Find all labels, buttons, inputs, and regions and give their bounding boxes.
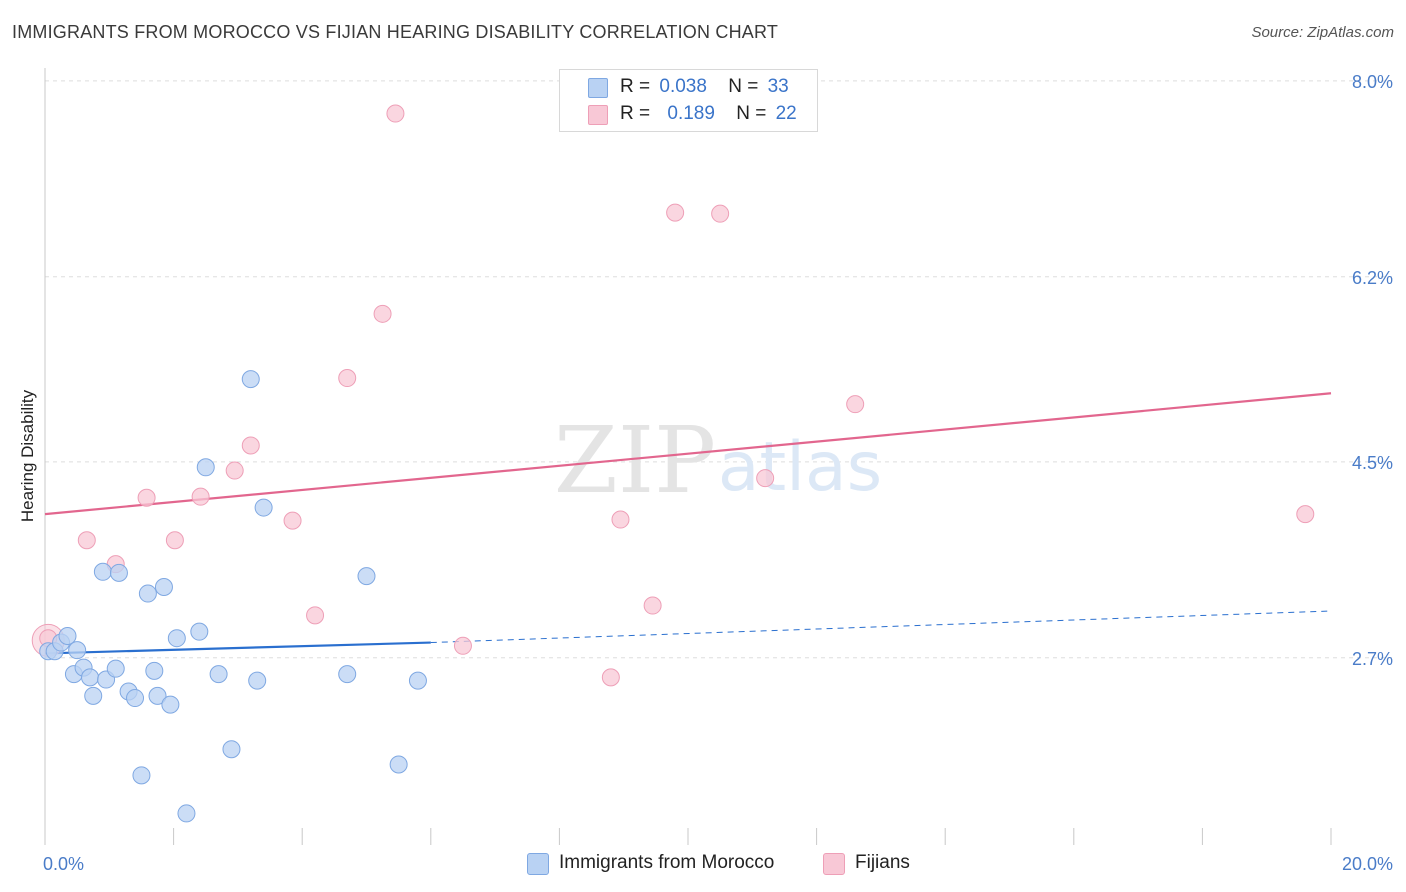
bottom-legend-label-morocco: Immigrants from Morocco: [559, 852, 775, 873]
legend-n-value: 33: [767, 76, 789, 97]
morocco-point: [241, 370, 260, 389]
legend-swatch-fijians: [588, 105, 608, 125]
morocco-point: [248, 671, 267, 690]
morocco-point: [93, 562, 112, 581]
grid-layer: [45, 80, 1392, 659]
fijian-point: [165, 531, 184, 550]
fijian-point: [241, 436, 260, 455]
morocco-point: [84, 686, 103, 705]
fijian-point: [373, 304, 392, 323]
morocco-point: [58, 627, 77, 646]
morocco-point: [338, 665, 357, 684]
morocco-point: [209, 665, 228, 684]
legend-n-label: N =: [736, 103, 767, 124]
fijian-point: [225, 461, 244, 480]
x-tick-label-max: 20.0%: [1342, 854, 1393, 874]
fijian-point: [77, 531, 96, 550]
legend-r-label: R =: [620, 103, 651, 124]
y-axis-label: Hearing Disability: [18, 389, 37, 522]
watermark-zip: ZIP: [554, 407, 716, 514]
correlation-legend: R = 0.038 N = 33 R = 0.189 N = 22: [559, 69, 818, 132]
legend-r-value: 0.189: [667, 103, 715, 124]
morocco-point: [109, 563, 128, 582]
legend-r-value: 0.038: [659, 76, 707, 97]
legend-r-label: R =: [620, 76, 651, 97]
trend-line-morocco: [44, 641, 431, 655]
morocco-point: [161, 695, 180, 714]
morocco-point: [106, 659, 125, 678]
bottom-legend-label-fijians: Fijians: [855, 852, 910, 873]
legend-n-value: 22: [775, 103, 797, 124]
morocco-point: [68, 641, 87, 660]
morocco-point: [167, 629, 186, 648]
fijian-point: [338, 369, 357, 388]
trend-line-morocco-extension: [430, 610, 1332, 644]
fijian-point: [137, 488, 156, 507]
x-tick-label-min: 0.0%: [43, 854, 84, 874]
y-tick-label: 2.7%: [1352, 649, 1393, 669]
fijian-point: [666, 203, 685, 222]
morocco-point: [408, 671, 427, 690]
fijian-point: [756, 469, 775, 488]
data-points: [31, 104, 1315, 823]
morocco-point: [196, 458, 215, 477]
trend-line-fijians: [44, 392, 1332, 516]
legend-swatch-morocco: [588, 78, 608, 98]
morocco-point: [389, 755, 408, 774]
fijian-point: [611, 510, 630, 529]
fijian-point: [453, 636, 472, 655]
axes-layer: [44, 68, 1332, 845]
morocco-point: [126, 689, 145, 708]
tick-labels: 2.7% 4.5% 6.2% 8.0% 0.0% 20.0%: [43, 72, 1393, 874]
y-tick-label: 8.0%: [1352, 72, 1393, 92]
morocco-point: [132, 766, 151, 785]
morocco-point: [357, 567, 376, 586]
fijian-point: [386, 104, 405, 123]
morocco-point: [177, 804, 196, 823]
morocco-point: [254, 498, 273, 517]
fijian-point: [711, 204, 730, 223]
morocco-point: [145, 661, 164, 680]
bottom-legend-swatch-fijians: [823, 853, 845, 875]
trend-lines: [44, 392, 1332, 655]
fijian-point: [283, 511, 302, 530]
legend-n-label: N =: [728, 76, 759, 97]
morocco-point: [154, 578, 173, 597]
fijian-point: [1296, 505, 1315, 524]
source-label: Source: ZipAtlas.com: [1251, 24, 1394, 41]
morocco-point: [222, 740, 241, 759]
bottom-legend-swatch-morocco: [527, 853, 549, 875]
morocco-point: [148, 686, 167, 705]
fijian-point: [191, 487, 210, 506]
fijian-point: [306, 606, 325, 625]
chart-title: IMMIGRANTS FROM MOROCCO VS FIJIAN HEARIN…: [12, 22, 779, 42]
morocco-point: [81, 668, 100, 687]
y-tick-label: 4.5%: [1352, 453, 1393, 473]
watermark-atlas: atlas: [718, 428, 882, 507]
morocco-point: [190, 622, 209, 641]
fijian-point: [601, 668, 620, 687]
y-tick-label: 6.2%: [1352, 268, 1393, 288]
fijian-point: [846, 395, 865, 414]
fijian-point: [643, 596, 662, 615]
morocco-point: [138, 584, 157, 603]
